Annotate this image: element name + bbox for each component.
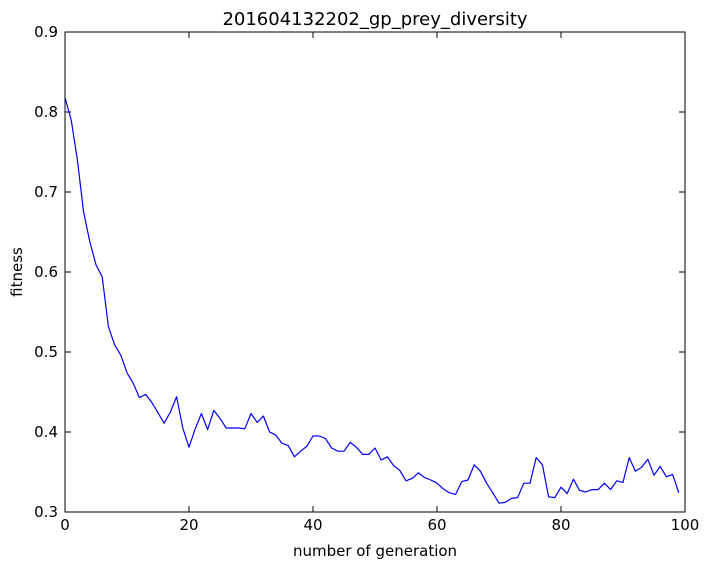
x-tick-label: 100 — [671, 516, 700, 534]
chart-title: 201604132202_gp_prey_diversity — [222, 9, 527, 30]
x-tick-label: 80 — [551, 516, 570, 534]
fitness-series-line — [64, 97, 680, 504]
y-tick-label: 0.4 — [34, 423, 58, 441]
y-axis-label: fitness — [8, 247, 26, 297]
y-tick-label: 0.7 — [34, 183, 58, 201]
x-axis-label: number of generation — [293, 542, 457, 560]
y-tick-label: 0.5 — [34, 343, 58, 361]
plot-frame — [64, 31, 686, 513]
x-tick-label: 40 — [303, 516, 322, 534]
y-tick-label: 0.6 — [34, 263, 58, 281]
y-tick-label: 0.9 — [34, 23, 58, 41]
x-tick-label: 20 — [179, 516, 198, 534]
x-tick-label: 60 — [427, 516, 446, 534]
y-tick-label: 0.8 — [34, 103, 58, 121]
ticks-layer: 0 20 40 60 80 100 0.3 0.4 0.5 0.6 0.7 0.8 0.9 — [34, 23, 699, 534]
y-tick-label: 0.3 — [34, 503, 58, 521]
x-tick-label: 0 — [60, 516, 70, 534]
series-layer — [64, 97, 680, 504]
